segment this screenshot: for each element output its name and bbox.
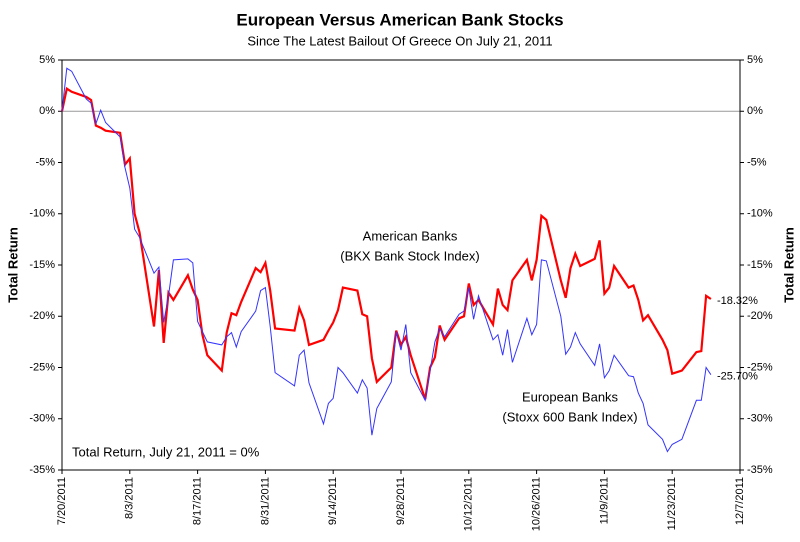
y-tick-label: -20% — [29, 310, 55, 322]
series-description: (BKX Bank Stock Index) — [340, 248, 479, 263]
y2-tick-label: -25% — [747, 361, 773, 373]
series-line — [61, 67, 712, 453]
y-tick-label: -25% — [29, 361, 55, 373]
chart-subtitle: Since The Latest Bailout Of Greece On Ju… — [247, 33, 552, 48]
chart-title: European Versus American Bank Stocks — [236, 10, 563, 29]
y2-tick-label: -15% — [747, 259, 773, 271]
series-name: American Banks — [363, 228, 458, 243]
end-value-label: -18.32% — [717, 295, 758, 307]
x-tick-label: 9/28/2011 — [395, 477, 407, 525]
y-tick-label: 0% — [39, 105, 55, 117]
x-tick-label: 8/17/2011 — [192, 477, 204, 525]
y2-tick-label: -10% — [747, 208, 773, 220]
series-description: (Stoxx 600 Bank Index) — [502, 409, 637, 424]
x-tick-label: 10/12/2011 — [463, 477, 475, 531]
y-tick-label: -5% — [35, 156, 55, 168]
x-tick-label: 8/3/2011 — [124, 477, 136, 519]
x-tick-label: 9/14/2011 — [327, 477, 339, 525]
series-name: European Banks — [522, 389, 619, 404]
y-tick-label: -30% — [29, 413, 55, 425]
y-tick-label: -35% — [29, 464, 55, 476]
x-tick-label: 10/26/2011 — [531, 477, 543, 531]
series-line — [60, 86, 712, 400]
note: Total Return, July 21, 2011 = 0% — [72, 444, 260, 459]
y-tick-label: -10% — [29, 208, 55, 220]
x-tick-label: 8/31/2011 — [259, 477, 271, 525]
end-value-label: -25.70% — [717, 371, 758, 383]
y-axis-title: Total Return — [5, 227, 20, 303]
y2-tick-label: -5% — [747, 156, 767, 168]
y2-tick-label: 5% — [747, 54, 763, 66]
y-tick-label: 5% — [39, 54, 55, 66]
y2-tick-label: -35% — [747, 464, 773, 476]
y2-tick-label: 0% — [747, 105, 763, 117]
y-tick-label: -15% — [29, 259, 55, 271]
x-tick-label: 11/9/2011 — [598, 477, 610, 524]
x-tick-label: 7/20/2011 — [56, 477, 68, 525]
y2-axis-title: Total Return — [781, 227, 796, 303]
plot-border — [61, 59, 741, 471]
x-tick-label: 11/23/2011 — [666, 477, 678, 530]
x-tick-label: 12/7/2011 — [734, 477, 746, 525]
y2-tick-label: -20% — [747, 310, 773, 322]
y2-tick-label: -30% — [747, 413, 773, 425]
